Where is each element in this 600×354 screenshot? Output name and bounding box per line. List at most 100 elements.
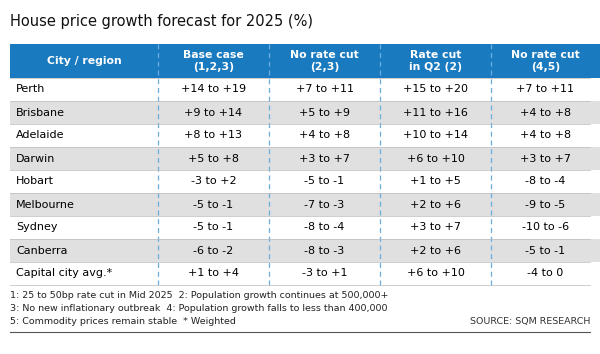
Text: +2 to +6: +2 to +6 <box>410 200 461 210</box>
Bar <box>380 78 491 101</box>
Text: Melbourne: Melbourne <box>16 200 75 210</box>
Text: Capital city avg.*: Capital city avg.* <box>16 268 112 279</box>
Bar <box>380 101 491 124</box>
Text: -8 to -4: -8 to -4 <box>304 223 344 233</box>
Bar <box>269 124 380 147</box>
Bar <box>380 44 491 78</box>
Text: +1 to +5: +1 to +5 <box>410 177 461 187</box>
Bar <box>158 262 269 285</box>
Text: +4 to +8: +4 to +8 <box>520 131 571 141</box>
Text: +4 to +8: +4 to +8 <box>299 131 350 141</box>
Bar <box>380 170 491 193</box>
Bar <box>269 101 380 124</box>
Text: House price growth forecast for 2025 (%): House price growth forecast for 2025 (%) <box>10 14 313 29</box>
Bar <box>269 44 380 78</box>
Bar <box>158 170 269 193</box>
Text: 3: No new inflationary outbreak  4: Population growth falls to less than 400,000: 3: No new inflationary outbreak 4: Popul… <box>10 304 388 313</box>
Text: 1: 25 to 50bp rate cut in Mid 2025  2: Population growth continues at 500,000+: 1: 25 to 50bp rate cut in Mid 2025 2: Po… <box>10 291 389 300</box>
Text: -10 to -6: -10 to -6 <box>522 223 569 233</box>
Text: +5 to +9: +5 to +9 <box>299 108 350 118</box>
Text: No rate cut
(4,5): No rate cut (4,5) <box>511 50 580 72</box>
Bar <box>380 124 491 147</box>
Text: -8 to -3: -8 to -3 <box>304 246 344 256</box>
Text: Adelaide: Adelaide <box>16 131 65 141</box>
Text: City / region: City / region <box>47 56 121 66</box>
Text: -7 to -3: -7 to -3 <box>304 200 344 210</box>
Text: Canberra: Canberra <box>16 246 67 256</box>
Text: +3 to +7: +3 to +7 <box>520 154 571 164</box>
Text: Brisbane: Brisbane <box>16 108 65 118</box>
Text: +8 to +13: +8 to +13 <box>185 131 242 141</box>
Bar <box>158 216 269 239</box>
Bar <box>158 101 269 124</box>
Text: +3 to +7: +3 to +7 <box>299 154 350 164</box>
Text: -5 to -1: -5 to -1 <box>526 246 566 256</box>
Text: -5 to -1: -5 to -1 <box>193 200 233 210</box>
Bar <box>269 193 380 216</box>
Text: +9 to +14: +9 to +14 <box>184 108 242 118</box>
Bar <box>10 239 158 262</box>
Bar <box>10 124 158 147</box>
Text: +2 to +6: +2 to +6 <box>410 246 461 256</box>
Bar <box>491 147 600 170</box>
Bar <box>491 170 600 193</box>
Bar <box>158 147 269 170</box>
Bar <box>10 101 158 124</box>
Text: +6 to +10: +6 to +10 <box>407 268 464 279</box>
Bar <box>491 44 600 78</box>
Text: -5 to -1: -5 to -1 <box>304 177 344 187</box>
Bar <box>491 101 600 124</box>
Bar <box>380 216 491 239</box>
Text: -4 to 0: -4 to 0 <box>527 268 563 279</box>
Text: +1 to +4: +1 to +4 <box>188 268 239 279</box>
Bar <box>158 44 269 78</box>
Bar <box>269 78 380 101</box>
Bar <box>269 147 380 170</box>
Text: Perth: Perth <box>16 85 46 95</box>
Text: -8 to -4: -8 to -4 <box>526 177 566 187</box>
Bar <box>10 262 158 285</box>
Bar <box>10 216 158 239</box>
Text: Rate cut
in Q2 (2): Rate cut in Q2 (2) <box>409 50 462 72</box>
Text: Base case
(1,2,3): Base case (1,2,3) <box>183 50 244 72</box>
Text: +10 to +14: +10 to +14 <box>403 131 468 141</box>
Bar <box>491 193 600 216</box>
Text: -3 to +1: -3 to +1 <box>302 268 347 279</box>
Bar <box>158 239 269 262</box>
Text: Sydney: Sydney <box>16 223 58 233</box>
Text: Darwin: Darwin <box>16 154 55 164</box>
Text: +14 to +19: +14 to +19 <box>181 85 246 95</box>
Bar <box>491 124 600 147</box>
Bar <box>380 193 491 216</box>
Bar <box>10 193 158 216</box>
Bar <box>158 78 269 101</box>
Text: +5 to +8: +5 to +8 <box>188 154 239 164</box>
Text: +7 to +11: +7 to +11 <box>296 85 353 95</box>
Text: +7 to +11: +7 to +11 <box>517 85 575 95</box>
Text: SOURCE: SQM RESEARCH: SOURCE: SQM RESEARCH <box>470 317 590 326</box>
Bar <box>10 78 158 101</box>
Bar <box>380 147 491 170</box>
Text: -6 to -2: -6 to -2 <box>193 246 233 256</box>
Bar <box>158 193 269 216</box>
Text: +3 to +7: +3 to +7 <box>410 223 461 233</box>
Bar <box>10 44 158 78</box>
Bar <box>269 262 380 285</box>
Text: -9 to -5: -9 to -5 <box>526 200 566 210</box>
Bar <box>269 216 380 239</box>
Text: 5: Commodity prices remain stable  * Weighted: 5: Commodity prices remain stable * Weig… <box>10 317 236 326</box>
Bar <box>269 239 380 262</box>
Text: +6 to +10: +6 to +10 <box>407 154 464 164</box>
Bar <box>380 262 491 285</box>
Bar <box>491 78 600 101</box>
Text: -5 to -1: -5 to -1 <box>193 223 233 233</box>
Bar <box>380 239 491 262</box>
Bar <box>10 170 158 193</box>
Bar <box>10 147 158 170</box>
Bar <box>269 170 380 193</box>
Text: +15 to +20: +15 to +20 <box>403 85 468 95</box>
Text: No rate cut
(2,3): No rate cut (2,3) <box>290 50 359 72</box>
Text: Hobart: Hobart <box>16 177 54 187</box>
Bar <box>491 216 600 239</box>
Bar <box>158 124 269 147</box>
